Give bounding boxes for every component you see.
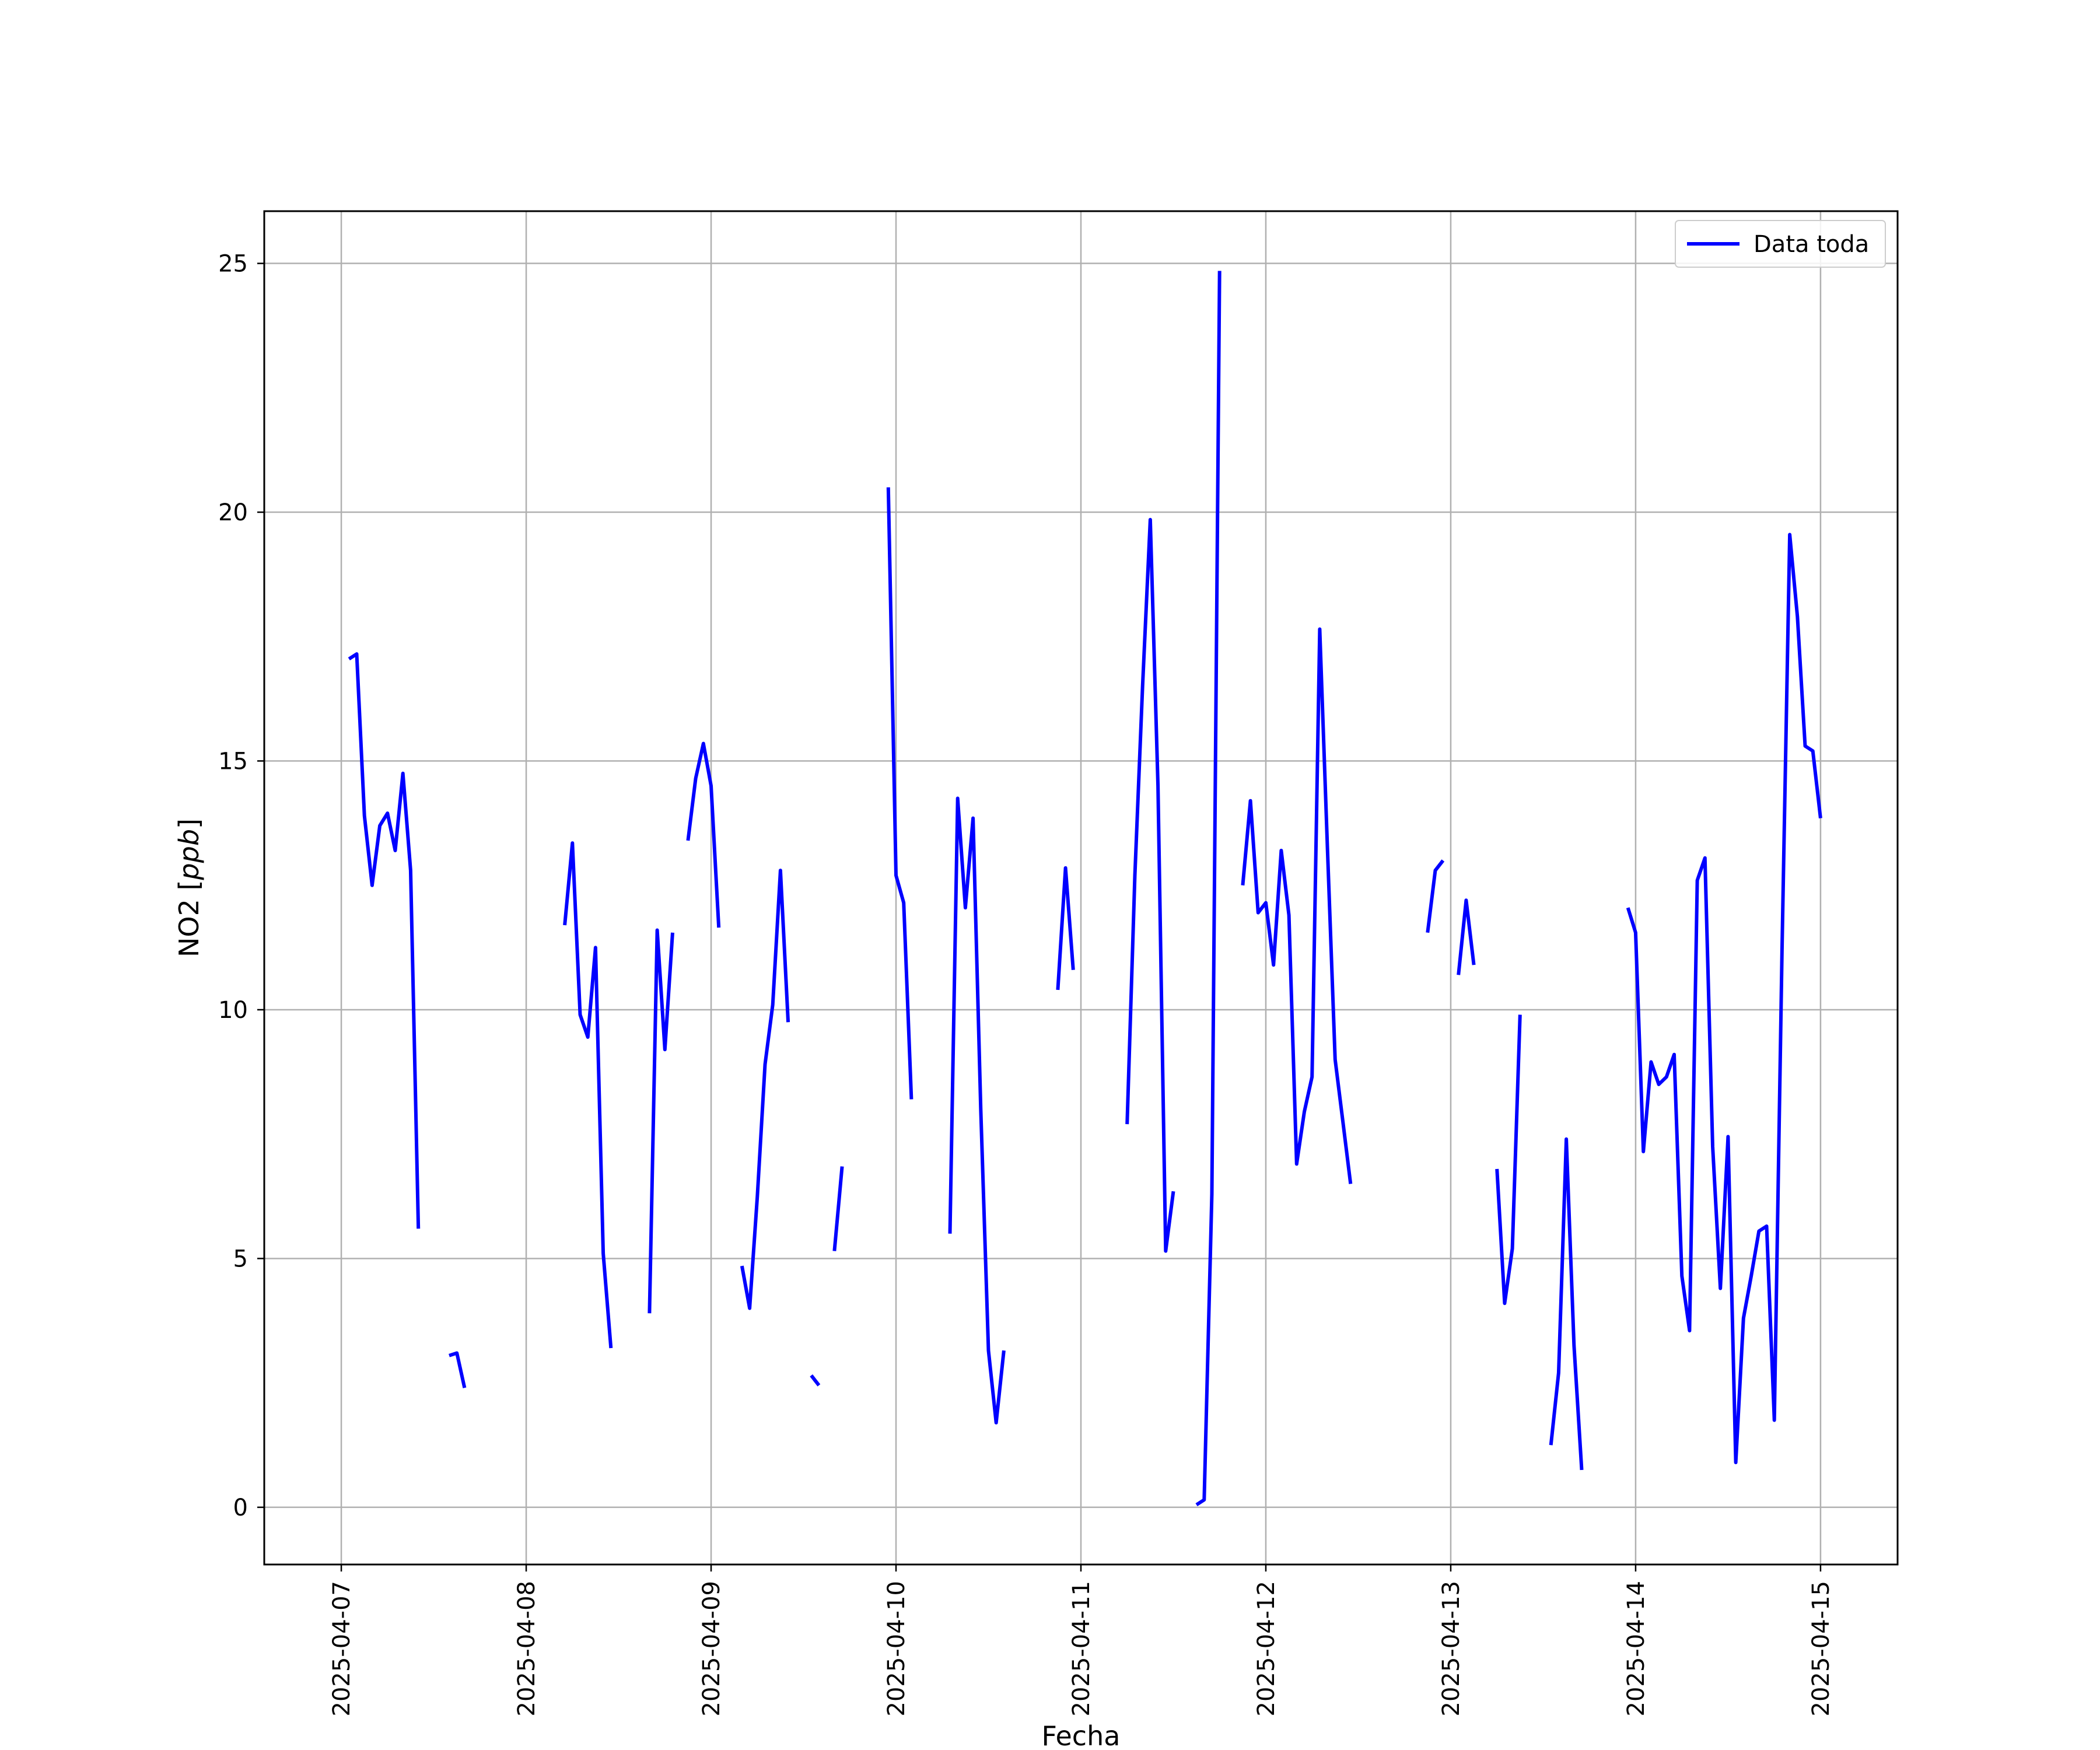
legend-label: Data toda xyxy=(1754,231,1869,258)
y-axis-label-close: ] xyxy=(173,818,205,829)
series-line-segment xyxy=(1241,627,1353,1184)
x-tick-label: 2025-04-12 xyxy=(1253,1581,1280,1716)
series-line-segment xyxy=(348,652,421,1229)
series-line-segment xyxy=(832,1166,844,1251)
series-line-segment xyxy=(648,928,674,1314)
y-axis-label: NO2 [ppb] xyxy=(173,818,205,957)
x-tick-label: 2025-04-11 xyxy=(1068,1581,1095,1716)
y-axis-label-text: NO2 [ xyxy=(173,880,205,957)
series-line-segment xyxy=(449,1351,467,1388)
axis-ticks: 2025-04-07 2025-04-08 2025-04-09 2025-04-10… xyxy=(218,251,1835,1717)
series-line-segment xyxy=(1426,859,1445,933)
series-line-segment xyxy=(686,741,721,928)
y-tick-label: 10 xyxy=(218,997,248,1024)
y-tick-label: 5 xyxy=(233,1245,248,1272)
legend-box xyxy=(1675,220,1886,268)
series-line-segment xyxy=(948,796,1006,1424)
x-tick-label: 2025-04-10 xyxy=(883,1581,910,1716)
y-tick-label: 0 xyxy=(233,1494,248,1521)
series-line-segment xyxy=(1195,271,1222,1507)
series-line-segment xyxy=(563,841,613,1349)
x-tick-label: 2025-04-08 xyxy=(513,1581,540,1716)
x-tick-label: 2025-04-14 xyxy=(1623,1581,1650,1716)
x-axis-label: Fecha xyxy=(1042,1720,1121,1750)
series-line-segment xyxy=(1626,533,1822,1465)
series-line-segment xyxy=(810,1374,821,1387)
series-line-segment xyxy=(1125,517,1175,1253)
legend: Data toda xyxy=(1675,220,1886,268)
y-axis-label-unit: ppb xyxy=(173,829,205,881)
y-tick-label: 15 xyxy=(218,748,248,775)
series-line-segment xyxy=(1056,866,1075,991)
series-line-segment xyxy=(1457,898,1476,975)
series-line-segment xyxy=(740,869,790,1310)
y-tick-label: 20 xyxy=(218,499,248,526)
series-lines xyxy=(348,271,1822,1507)
series-line-segment xyxy=(1549,1137,1584,1471)
y-tick-label: 25 xyxy=(218,251,248,278)
grid-lines xyxy=(264,211,1898,1564)
x-tick-label: 2025-04-13 xyxy=(1438,1581,1465,1716)
series-line-segment xyxy=(886,487,914,1100)
x-tick-label: 2025-04-07 xyxy=(328,1581,355,1716)
series-line-segment xyxy=(1495,1014,1522,1306)
x-tick-label: 2025-04-15 xyxy=(1808,1581,1835,1716)
x-tick-label: 2025-04-09 xyxy=(698,1581,725,1716)
